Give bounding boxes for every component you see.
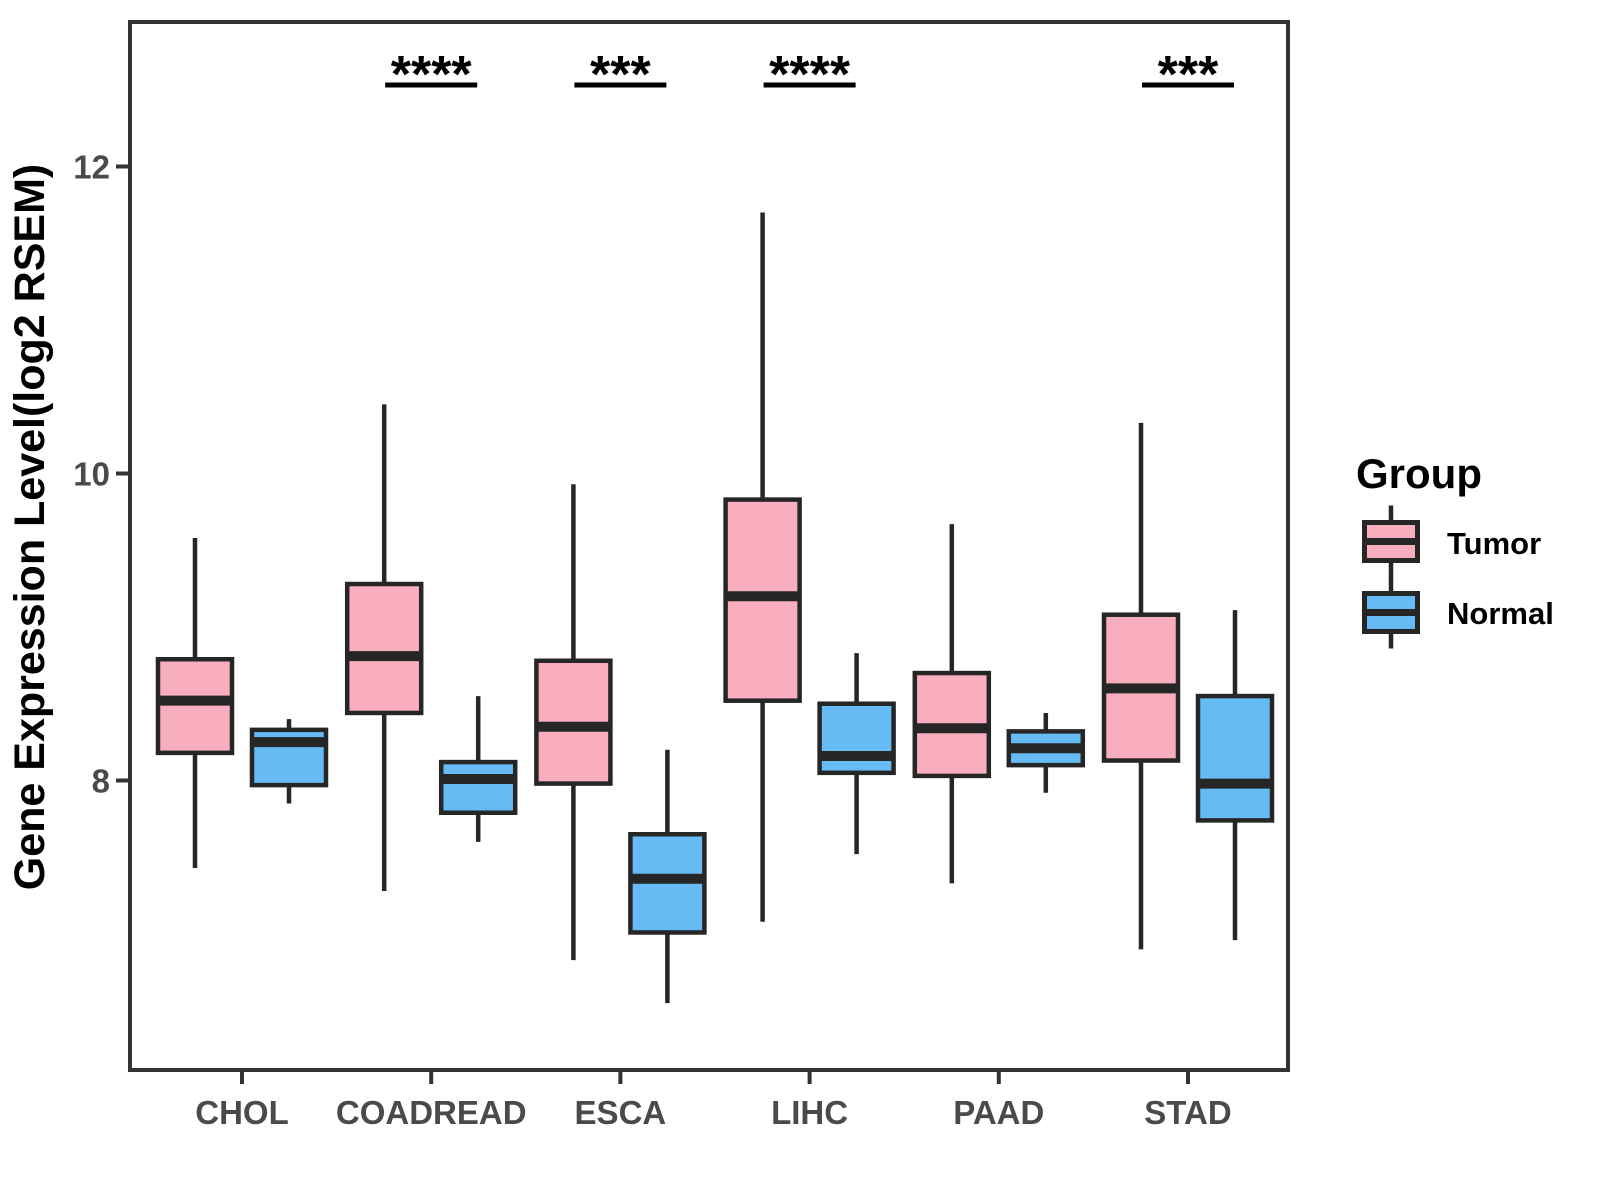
y-axis-tick-label: 10 [73, 456, 110, 493]
significance-stars-stad: *** [1158, 46, 1219, 104]
legend-label-tumor: Tumor [1447, 526, 1541, 561]
y-axis-tick-label: 8 [92, 763, 110, 800]
legend-title: Group [1356, 450, 1482, 497]
box-normal-lihc [817, 701, 896, 776]
plot-panel [130, 22, 1288, 1070]
significance-stars-esca: *** [590, 46, 651, 104]
x-axis-tick-label-stad: STAD [1144, 1094, 1231, 1131]
y-axis-title: Gene Expression Level(log2 RSEM) [6, 164, 54, 890]
x-axis-tick-label-esca: ESCA [575, 1094, 667, 1131]
box-normal-stad [1195, 693, 1275, 823]
y-axis-tick-label: 12 [73, 149, 110, 186]
x-axis-tick-label-coadread: COADREAD [336, 1094, 527, 1131]
box-tumor-chol [155, 656, 235, 756]
x-axis-tick-label-lihc: LIHC [771, 1094, 848, 1131]
significance-stars-lihc: **** [769, 46, 851, 104]
box-normal-coadread [438, 759, 518, 815]
significance-stars-coadread: **** [391, 46, 473, 104]
x-axis-tick-label-paad: PAAD [953, 1094, 1044, 1131]
box-tumor-coadread [344, 581, 424, 716]
panel-border [128, 20, 1290, 1072]
legend-label-normal: Normal [1447, 596, 1554, 631]
x-axis-tick-label-chol: CHOL [195, 1094, 289, 1131]
